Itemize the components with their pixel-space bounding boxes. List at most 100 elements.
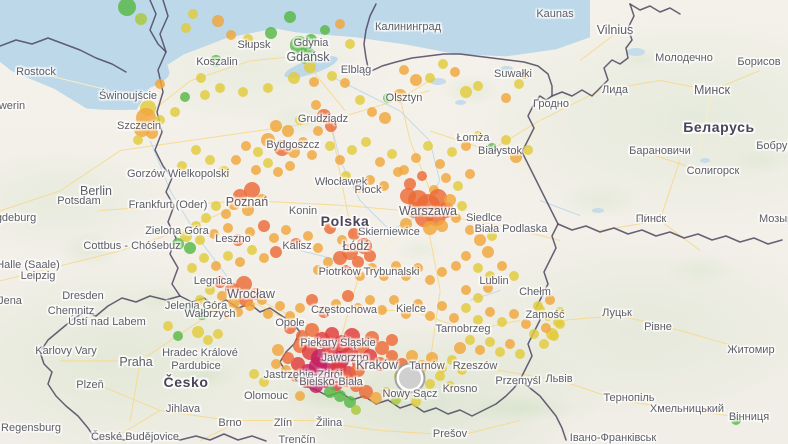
sensor-dot[interactable] xyxy=(213,329,223,339)
sensor-dot[interactable] xyxy=(364,250,376,262)
sensor-dot[interactable] xyxy=(379,271,389,281)
sensor-dot[interactable] xyxy=(485,307,495,317)
sensor-dot[interactable] xyxy=(352,256,364,268)
sensor-dot[interactable] xyxy=(324,386,336,398)
sensor-dot[interactable] xyxy=(205,285,215,295)
sensor-dot[interactable] xyxy=(191,145,201,155)
sensor-dot[interactable] xyxy=(373,357,387,371)
sensor-dot[interactable] xyxy=(541,323,551,333)
sensor-dot[interactable] xyxy=(423,221,437,235)
sensor-dot[interactable] xyxy=(473,81,483,91)
sensor-dot[interactable] xyxy=(447,355,457,365)
sensor-dot[interactable] xyxy=(555,307,565,317)
sensor-dot[interactable] xyxy=(251,165,261,175)
sensor-dot[interactable] xyxy=(355,95,365,105)
sensor-dot[interactable] xyxy=(355,271,365,281)
sensor-dot[interactable] xyxy=(238,87,248,97)
sensor-dot[interactable] xyxy=(281,365,291,375)
sensor-dot[interactable] xyxy=(529,329,539,339)
sensor-dot[interactable] xyxy=(290,370,302,382)
sensor-dot[interactable] xyxy=(313,126,323,136)
sensor-dot[interactable] xyxy=(324,222,336,234)
sensor-dot[interactable] xyxy=(256,194,268,206)
sensor-dot[interactable] xyxy=(247,245,257,255)
sensor-dot[interactable] xyxy=(253,147,263,157)
sensor-dot[interactable] xyxy=(295,303,305,313)
sensor-dot[interactable] xyxy=(282,125,294,137)
sensor-dot[interactable] xyxy=(411,397,421,407)
sensor-dot[interactable] xyxy=(318,306,330,318)
sensor-dot[interactable] xyxy=(438,59,448,69)
sensor-dot[interactable] xyxy=(367,107,377,117)
sensor-dot[interactable] xyxy=(208,302,220,314)
sensor-dot[interactable] xyxy=(133,135,143,145)
sensor-dot[interactable] xyxy=(259,377,269,387)
sensor-dot[interactable] xyxy=(275,301,285,311)
sensor-dot[interactable] xyxy=(539,339,549,349)
sensor-dot[interactable] xyxy=(393,167,403,177)
sensor-dot[interactable] xyxy=(249,369,259,379)
sensor-dot[interactable] xyxy=(348,228,360,240)
sensor-dot[interactable] xyxy=(437,267,447,277)
sensor-dot[interactable] xyxy=(270,246,282,258)
sensor-dot[interactable] xyxy=(272,344,284,356)
sensor-dot[interactable] xyxy=(195,235,205,245)
sensor-dot[interactable] xyxy=(191,221,201,231)
sensor-dot[interactable] xyxy=(211,261,221,271)
sensor-dot[interactable] xyxy=(445,381,455,391)
sensor-dot[interactable] xyxy=(228,198,240,210)
sensor-dot[interactable] xyxy=(155,115,165,125)
sensor-dot[interactable] xyxy=(523,145,533,155)
sensor-dot[interactable] xyxy=(243,34,253,44)
sensor-dot[interactable] xyxy=(242,204,254,216)
sensor-dot[interactable] xyxy=(195,295,205,305)
sensor-dot[interactable] xyxy=(454,342,466,354)
sensor-dot[interactable] xyxy=(367,263,377,273)
sensor-dot[interactable] xyxy=(391,261,401,271)
sensor-dot[interactable] xyxy=(353,303,363,313)
sensor-dot[interactable] xyxy=(196,73,206,83)
sensor-dot[interactable] xyxy=(399,165,409,175)
sensor-dot[interactable] xyxy=(487,231,497,241)
sensor-dot[interactable] xyxy=(497,261,507,271)
sensor-dot[interactable] xyxy=(236,276,252,292)
sensor-dot[interactable] xyxy=(259,253,269,263)
sensor-dot[interactable] xyxy=(309,77,319,87)
sensor-dot[interactable] xyxy=(475,345,485,355)
sensor-dot[interactable] xyxy=(245,227,255,237)
sensor-dot[interactable] xyxy=(232,234,244,246)
sensor-dot[interactable] xyxy=(199,253,209,263)
sensor-dot[interactable] xyxy=(353,183,363,193)
sensor-dot[interactable] xyxy=(515,349,525,359)
sensor-dot[interactable] xyxy=(345,39,355,49)
sensor-dot[interactable] xyxy=(457,365,467,375)
sensor-dot[interactable] xyxy=(497,317,507,327)
sensor-dot[interactable] xyxy=(399,65,409,75)
sensor-dot[interactable] xyxy=(436,220,448,232)
sensor-dot[interactable] xyxy=(375,341,389,355)
sensor-dot[interactable] xyxy=(218,166,230,178)
sensor-dot[interactable] xyxy=(288,72,300,84)
sensor-dot[interactable] xyxy=(209,229,219,239)
sensor-dot[interactable] xyxy=(317,109,331,123)
sensor-dot[interactable] xyxy=(173,331,183,341)
sensor-dot[interactable] xyxy=(196,308,208,320)
sensor-dot[interactable] xyxy=(501,135,511,145)
sensor-dot[interactable] xyxy=(377,305,387,315)
sensor-dot[interactable] xyxy=(461,251,471,261)
sensor-dot[interactable] xyxy=(425,275,435,285)
sensor-dot[interactable] xyxy=(282,352,294,364)
sensor-dot[interactable] xyxy=(483,283,493,293)
sensor-dot[interactable] xyxy=(509,309,519,319)
sensor-dot[interactable] xyxy=(320,25,330,35)
sensor-dot[interactable] xyxy=(335,19,345,29)
sensor-dot[interactable] xyxy=(265,27,277,39)
sensor-dot[interactable] xyxy=(347,145,357,155)
sensor-dot[interactable] xyxy=(473,263,483,273)
sensor-dot[interactable] xyxy=(241,141,251,151)
sensor-dot[interactable] xyxy=(188,9,198,19)
sensor-dot[interactable] xyxy=(510,151,522,163)
sensor-dot[interactable] xyxy=(417,171,427,181)
sensor-dot[interactable] xyxy=(404,178,416,190)
